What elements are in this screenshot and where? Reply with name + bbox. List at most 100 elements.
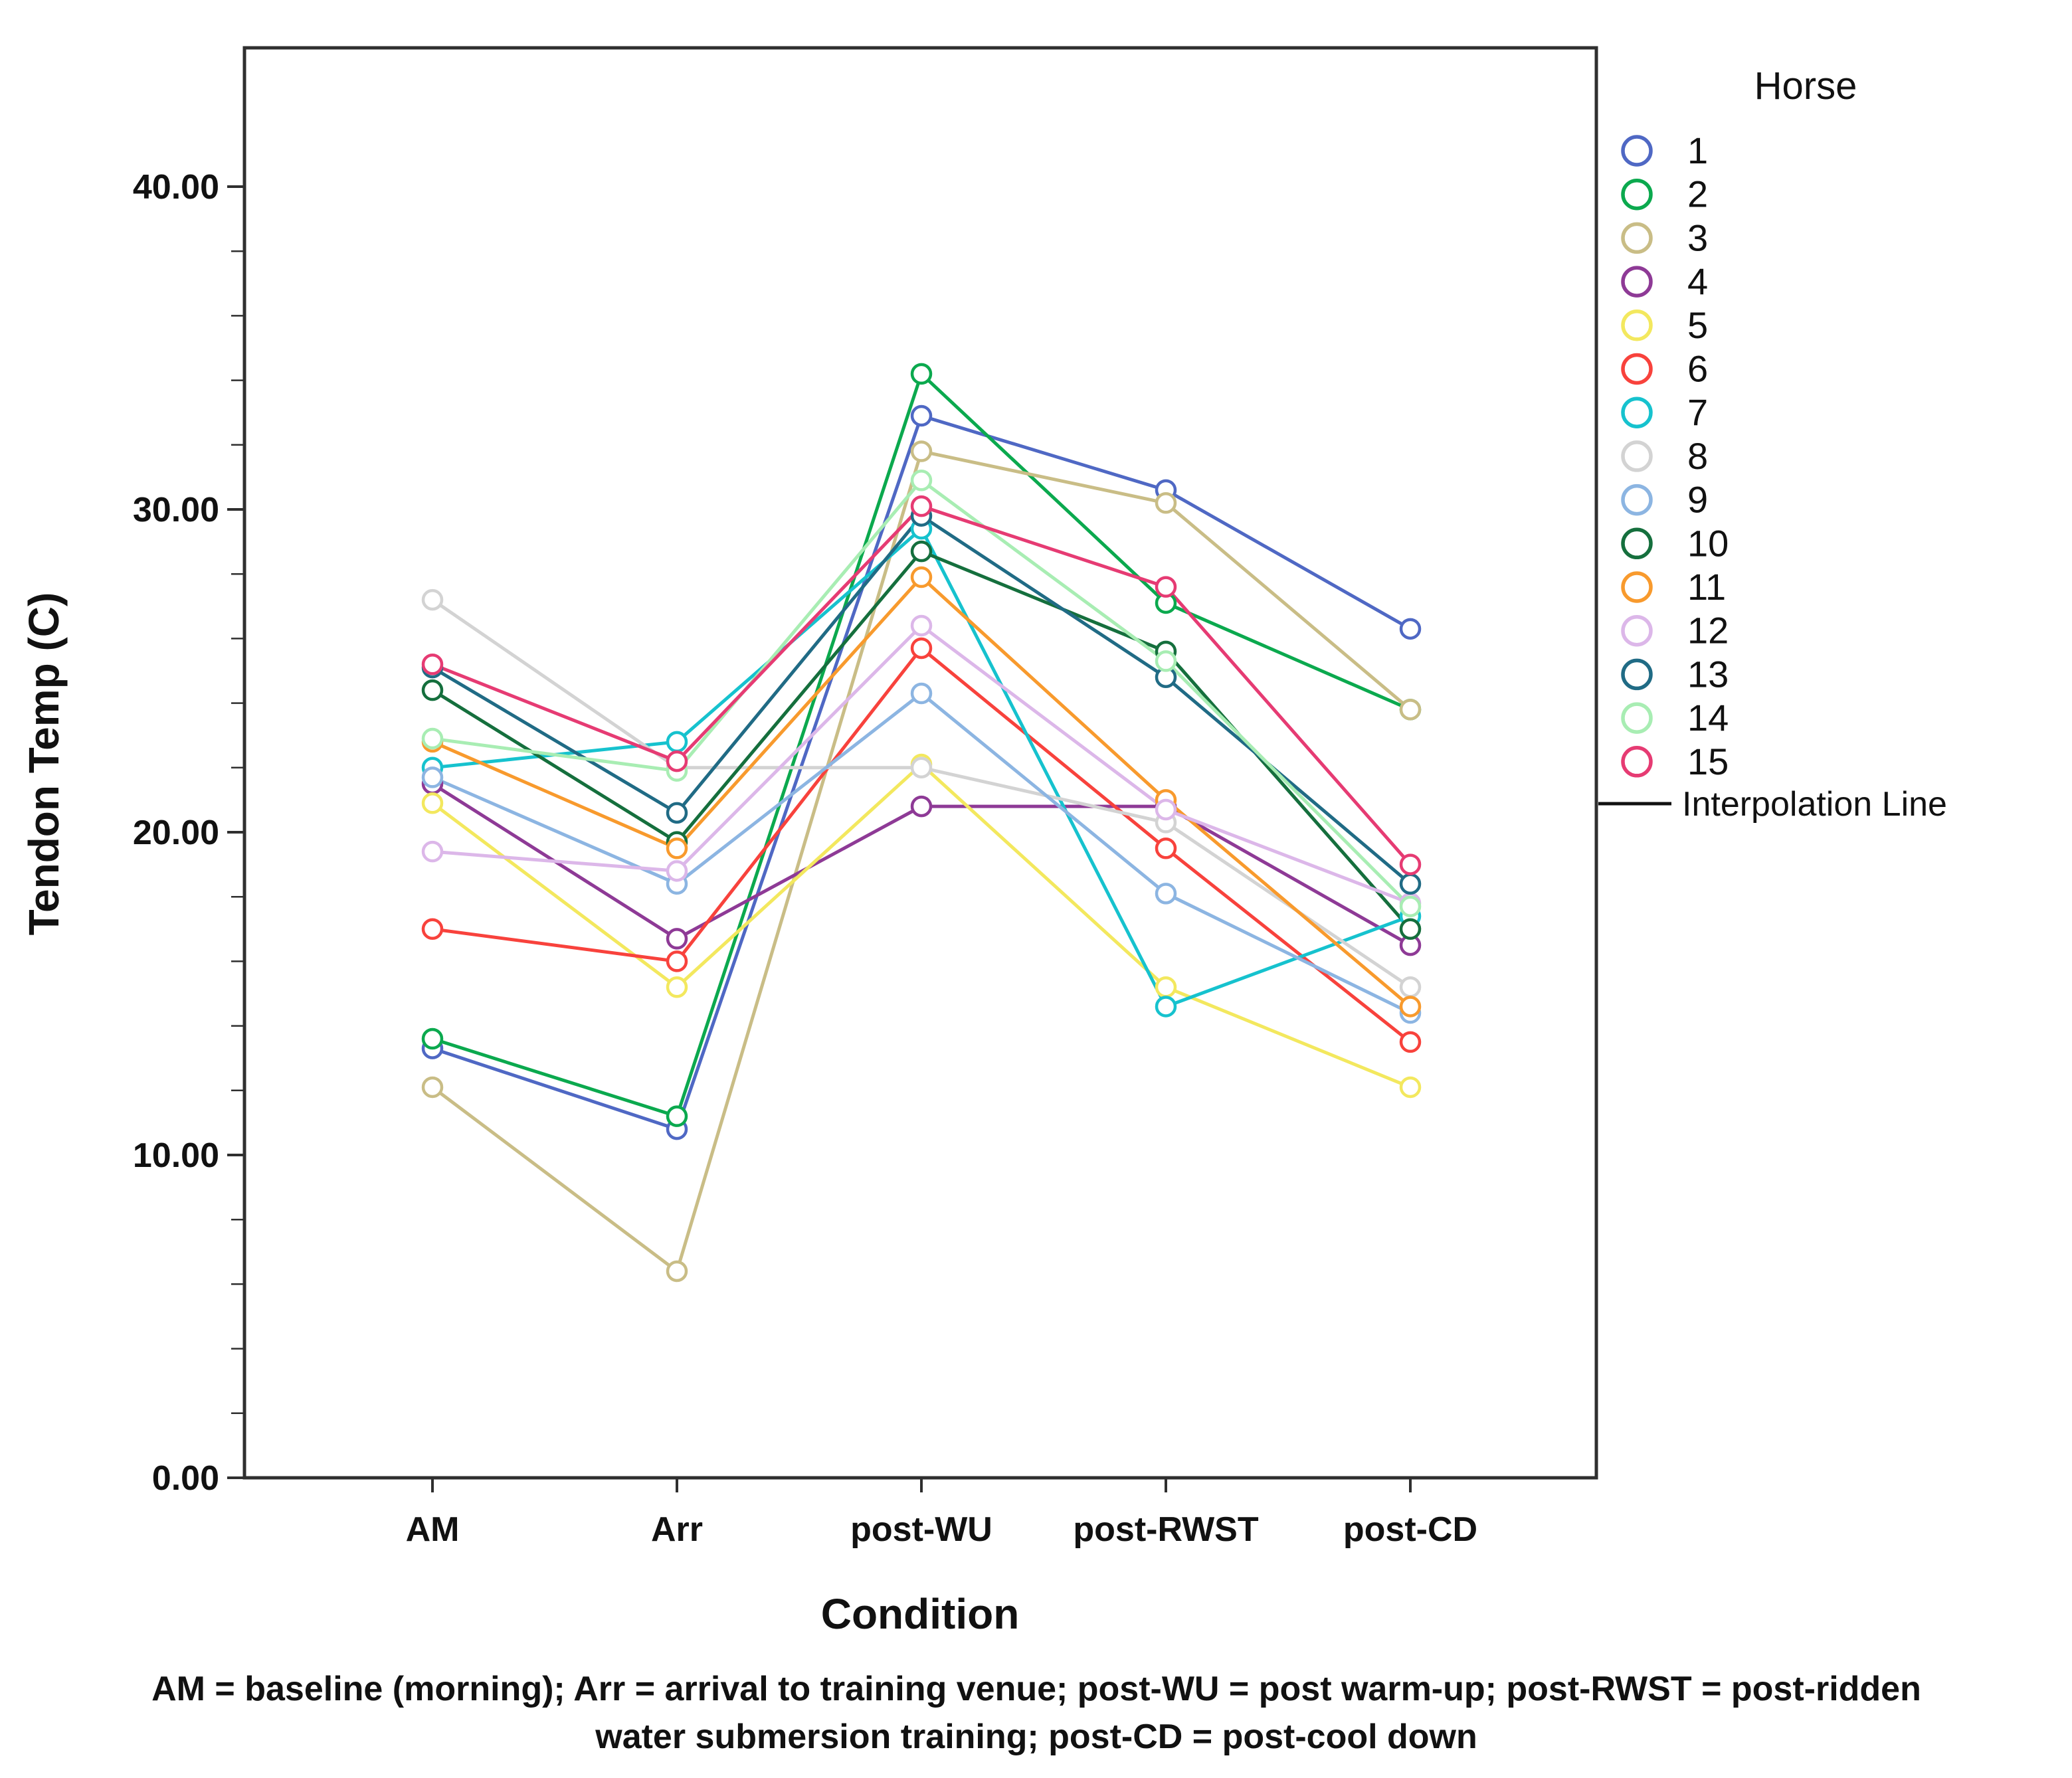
y-tick-label: 10.00 xyxy=(133,1136,219,1175)
legend-label-horse-7: 7 xyxy=(1687,391,1708,433)
data-point-horse-12 xyxy=(910,614,933,637)
data-point-horse-6 xyxy=(1155,838,1177,859)
legend-label-horse-1: 1 xyxy=(1687,130,1708,171)
data-point-horse-10 xyxy=(1399,918,1422,940)
data-point-horse-3 xyxy=(421,1076,444,1099)
legend-label-horse-8: 8 xyxy=(1687,435,1708,477)
legend-label-horse-14: 14 xyxy=(1687,697,1729,739)
legend-label-horse-4: 4 xyxy=(1687,260,1708,302)
data-point-horse-6 xyxy=(910,637,933,660)
legend-swatch-horse-11 xyxy=(1621,571,1653,603)
legend-swatch-horse-15 xyxy=(1621,746,1653,778)
data-point-horse-15 xyxy=(910,495,933,517)
legend-label-horse-15: 15 xyxy=(1687,741,1729,782)
legend-label-horse-11: 11 xyxy=(1687,566,1726,608)
caption-line-1: AM = baseline (morning); Arr = arrival t… xyxy=(151,1670,1921,1708)
y-axis-title: Tendon Temp (C) xyxy=(20,592,68,936)
data-point-horse-9 xyxy=(1155,883,1177,905)
data-point-horse-4 xyxy=(910,795,933,818)
legend-label-horse-3: 3 xyxy=(1687,217,1708,258)
data-point-horse-14 xyxy=(1155,650,1177,672)
data-point-horse-8 xyxy=(910,756,933,779)
x-tick-label: AM xyxy=(406,1510,460,1549)
data-point-horse-15 xyxy=(421,654,444,675)
y-tick-label: 40.00 xyxy=(133,168,219,207)
legend-label-horse-9: 9 xyxy=(1687,479,1708,521)
legend-swatch-horse-4 xyxy=(1621,266,1653,298)
legend-swatch-horse-7 xyxy=(1621,397,1653,428)
y-tick-label: 30.00 xyxy=(133,491,219,529)
legend-swatch-horse-1 xyxy=(1621,135,1653,167)
legend-label-horse-2: 2 xyxy=(1687,173,1708,215)
y-tick-label: 0.00 xyxy=(152,1459,219,1498)
data-point-horse-15 xyxy=(1399,853,1422,875)
data-point-horse-5 xyxy=(1399,1076,1422,1099)
data-point-horse-14 xyxy=(421,727,444,750)
data-point-horse-6 xyxy=(1399,1031,1422,1053)
data-point-horse-9 xyxy=(421,766,444,788)
data-point-horse-6 xyxy=(421,918,444,940)
data-point-horse-5 xyxy=(421,792,444,814)
data-point-horse-1 xyxy=(1399,618,1422,640)
data-point-horse-1 xyxy=(910,404,933,427)
data-point-horse-9 xyxy=(910,682,933,705)
legend-label-horse-13: 13 xyxy=(1687,653,1729,695)
data-point-horse-11 xyxy=(910,566,933,588)
legend-swatch-horse-2 xyxy=(1621,178,1653,211)
x-axis-title: Condition xyxy=(821,1590,1020,1638)
legend-swatch-horse-3 xyxy=(1621,222,1653,254)
data-markers xyxy=(421,363,1422,1283)
x-tick-label: post-RWST xyxy=(1073,1510,1258,1549)
data-point-horse-12 xyxy=(666,860,688,882)
legend-label-horse-12: 12 xyxy=(1687,610,1729,652)
legend-swatch-horse-13 xyxy=(1621,658,1653,691)
x-tick-label: post-CD xyxy=(1343,1510,1477,1549)
data-point-horse-10 xyxy=(910,540,933,563)
data-point-horse-14 xyxy=(1399,895,1422,918)
data-point-horse-6 xyxy=(666,950,688,972)
series-line-6 xyxy=(432,646,1412,1043)
x-tick-label: post-WU xyxy=(850,1510,992,1549)
data-point-horse-2 xyxy=(421,1027,444,1050)
data-point-horse-2 xyxy=(666,1105,688,1127)
legend-label-horse-10: 10 xyxy=(1687,522,1729,564)
data-point-horse-8 xyxy=(1399,976,1422,998)
legend-title: Horse xyxy=(1754,64,1857,108)
data-point-horse-13 xyxy=(1399,873,1422,895)
data-point-horse-14 xyxy=(910,470,933,491)
data-point-horse-3 xyxy=(1155,492,1177,514)
legend-swatch-horse-12 xyxy=(1621,614,1653,647)
legend-swatch-horse-9 xyxy=(1621,484,1653,516)
series-line-9 xyxy=(432,691,1412,1015)
legend-swatch-horse-14 xyxy=(1621,702,1653,734)
x-tick-label: Arr xyxy=(651,1510,703,1549)
interpolation-line-label: Interpolation Line xyxy=(1682,785,1947,824)
data-point-horse-5 xyxy=(1155,976,1177,998)
series-line-10 xyxy=(431,549,1412,931)
data-point-horse-8 xyxy=(421,588,444,611)
data-point-horse-7 xyxy=(666,731,688,753)
data-point-horse-5 xyxy=(666,976,688,998)
data-point-horse-3 xyxy=(666,1260,688,1283)
data-point-horse-15 xyxy=(1155,576,1177,598)
data-point-horse-3 xyxy=(1399,699,1422,721)
data-point-horse-4 xyxy=(666,928,688,950)
y-tick-label: 20.00 xyxy=(133,814,219,852)
data-point-horse-11 xyxy=(666,838,688,859)
data-point-horse-3 xyxy=(910,440,933,462)
legend-label-horse-6: 6 xyxy=(1687,348,1708,390)
data-point-horse-2 xyxy=(910,363,933,385)
legend-swatch-horse-10 xyxy=(1621,527,1653,560)
data-point-horse-10 xyxy=(421,679,444,701)
axes-layer: 0.00 10.00 20.00 30.00 40.00 AM Arr post-WU post… xyxy=(133,46,1598,1549)
data-point-horse-12 xyxy=(421,840,444,863)
caption-line-2: water submersion training; post-CD = pos… xyxy=(595,1718,1477,1756)
data-point-horse-12 xyxy=(1155,798,1177,821)
legend-swatch-horse-8 xyxy=(1621,440,1653,472)
legend-swatch-horse-6 xyxy=(1621,353,1653,385)
data-point-horse-15 xyxy=(666,750,688,772)
data-point-horse-7 xyxy=(1155,996,1177,1018)
